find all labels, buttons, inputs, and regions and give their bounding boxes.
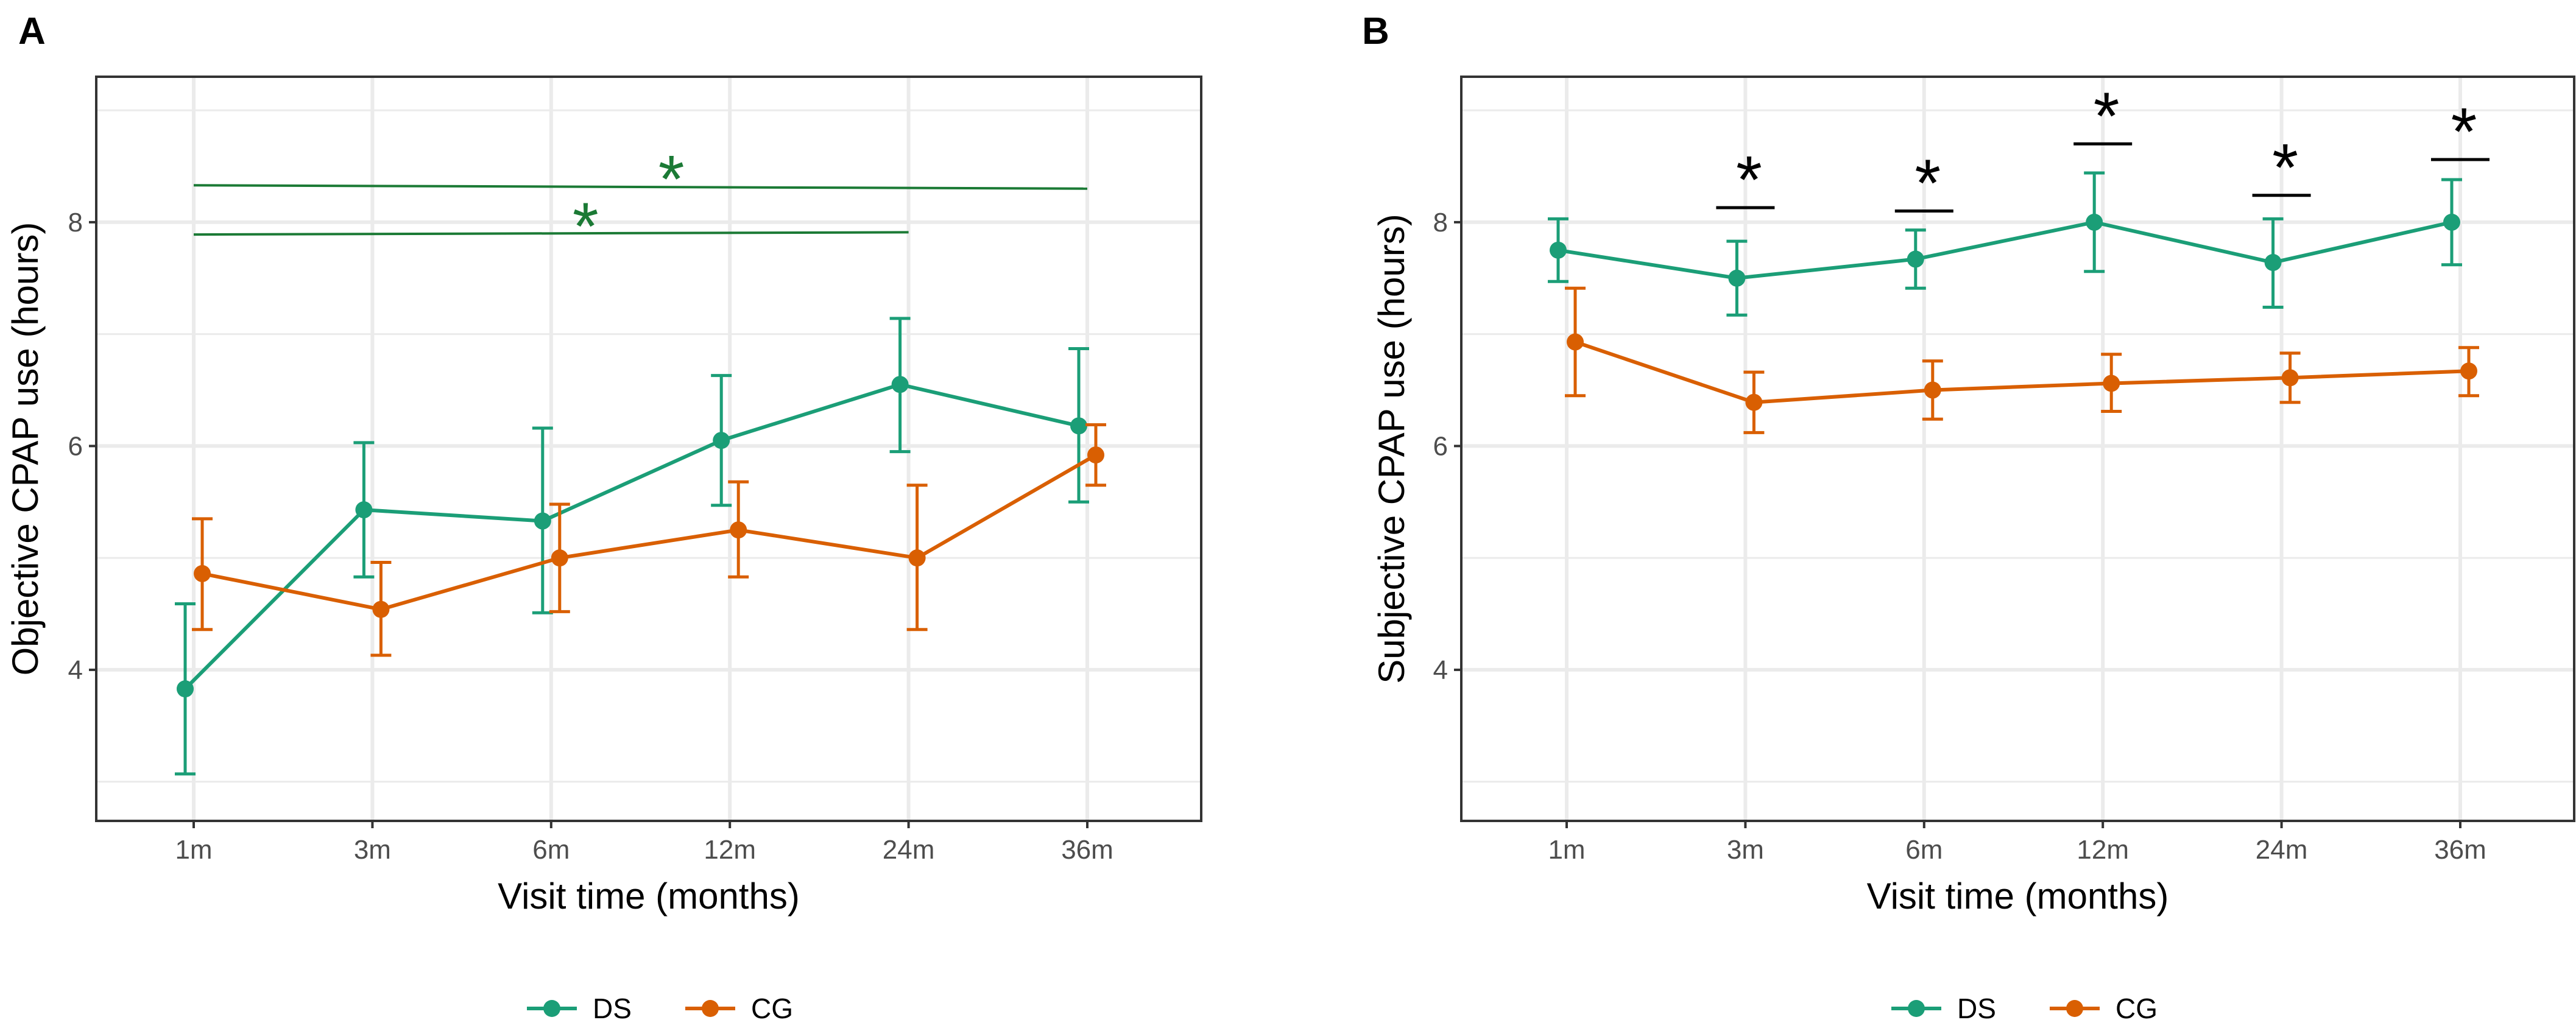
data-point-ds: [534, 512, 551, 530]
data-point-cg: [1567, 333, 1584, 351]
significance-star: *: [2272, 130, 2298, 205]
data-point-ds: [1070, 417, 1087, 435]
series-line-cg: [1575, 340, 2469, 404]
y-tick-label: 4: [68, 655, 83, 685]
plot-border: [1460, 76, 2575, 822]
data-point-ds: [713, 432, 730, 449]
series-line-ds: [183, 382, 1079, 691]
significance-star: *: [1914, 146, 1941, 221]
data-point-cg: [194, 565, 211, 582]
legend-panel-b: DS CG: [1891, 993, 2158, 1024]
data-point-ds: [891, 376, 909, 393]
x-tick-label: 6m: [1905, 835, 1943, 865]
data-point-cg: [2103, 375, 2120, 392]
legend-key-point-cg: [702, 1000, 719, 1017]
data-point-cg: [1924, 381, 1941, 399]
x-tick-label: 3m: [1727, 835, 1764, 865]
y-tick-label: 8: [1433, 208, 1448, 238]
data-point-cg: [372, 600, 390, 618]
data-point-cg: [730, 521, 747, 539]
y-axis-title: Objective CPAP use (hours): [5, 222, 46, 676]
panel-label: A: [18, 10, 46, 52]
series-line-cg: [202, 453, 1097, 611]
panel-b: * * * * * 4 6 8 1m 3m 6m 12m 24m 36m Visit time (month…: [1362, 10, 2575, 917]
x-tick-label: 12m: [704, 835, 756, 865]
data-point-cg: [551, 549, 568, 567]
data-point-ds: [2086, 213, 2103, 231]
data-point-ds: [1728, 269, 1746, 287]
y-tick-label: 8: [68, 208, 83, 238]
data-point-cg: [2460, 362, 2477, 380]
x-tick-label: 24m: [883, 835, 935, 865]
y-tick-label: 6: [1433, 431, 1448, 461]
significance-star: *: [2094, 79, 2120, 153]
legend-key-point-cg: [2066, 1000, 2083, 1017]
data-point-ds: [177, 680, 194, 698]
significance-line: [193, 231, 909, 236]
panel-label: B: [1362, 10, 1389, 52]
significance-star: *: [658, 142, 685, 217]
data-point-ds: [2264, 254, 2282, 272]
plot-background: [96, 77, 1201, 821]
x-tick-label: 36m: [1061, 835, 1113, 865]
data-point-ds: [1550, 241, 1567, 259]
x-tick-label: 6m: [532, 835, 570, 865]
y-tick-label: 6: [68, 431, 83, 461]
y-axis-title: Subjective CPAP use (hours): [1371, 214, 1412, 683]
data-point-cg: [908, 549, 926, 567]
significance-star: *: [1736, 143, 1762, 217]
x-tick-label: 36m: [2434, 835, 2486, 865]
legend-label-cg: CG: [751, 993, 793, 1024]
legend-key-point-ds: [1908, 1000, 1925, 1017]
x-axis-title: Visit time (months): [498, 876, 800, 917]
data-point-cg: [1745, 393, 1763, 411]
y-tick-label: 4: [1433, 655, 1448, 685]
x-tick-label: 24m: [2256, 835, 2308, 865]
x-tick-label: 12m: [2077, 835, 2129, 865]
x-tick-label: 1m: [1548, 835, 1585, 865]
panel-a: * * 4 6 8 1m 3m 6m 12m 24m 36m Visit time (months) O…: [5, 10, 1202, 917]
significance-star: *: [573, 189, 599, 264]
x-tick-label: 3m: [354, 835, 391, 865]
legend-key-point-ds: [543, 1000, 560, 1017]
legend-label-ds: DS: [593, 993, 632, 1024]
plot-border: [95, 76, 1202, 822]
data-point-ds: [355, 501, 373, 519]
significance-line: [193, 184, 1088, 190]
series-line-ds: [1558, 220, 2452, 280]
data-point-cg: [2281, 369, 2299, 387]
x-axis-title: Visit time (months): [1867, 876, 2169, 917]
significance-star: *: [2451, 94, 2477, 169]
x-tick-label: 1m: [175, 835, 212, 865]
legend-panel-a: DS CG: [527, 993, 793, 1024]
legend-label-cg: CG: [2115, 993, 2158, 1024]
data-point-ds: [1907, 250, 1924, 268]
data-point-cg: [1087, 446, 1104, 464]
plot-background: [1461, 77, 2574, 821]
legend-label-ds: DS: [1957, 993, 1996, 1024]
data-point-ds: [2443, 213, 2460, 231]
